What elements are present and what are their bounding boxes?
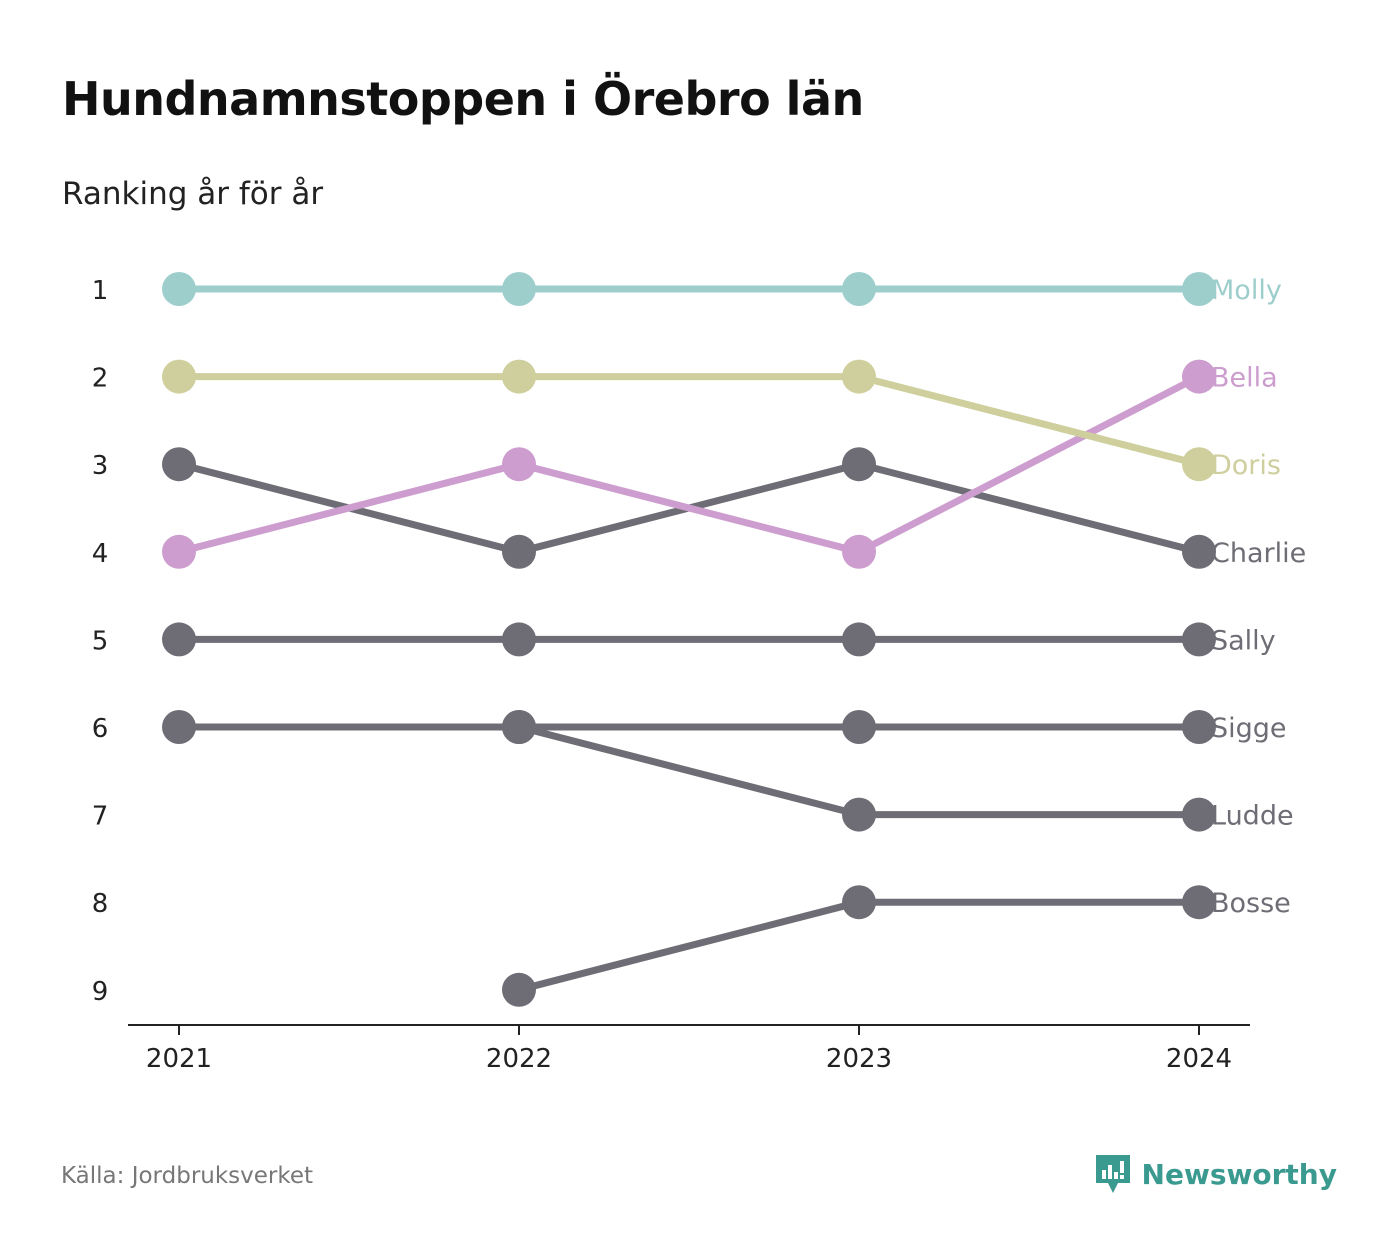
series-line-bella	[175, 373, 1203, 556]
series-ludde: Ludde	[502, 710, 1294, 832]
data-point-charlie	[842, 447, 876, 482]
data-point-charlie	[502, 534, 536, 569]
series-bella: Bella	[162, 359, 1278, 569]
data-point-ludde	[502, 710, 536, 744]
x-tick-label: 2023	[826, 1044, 892, 1074]
data-point-molly	[842, 272, 876, 306]
chart-title: Hundnamnstoppen i Örebro län	[62, 72, 864, 126]
series-label-ludde: Ludde	[1211, 801, 1294, 832]
series-doris: Doris	[162, 359, 1281, 482]
x-tick-label: 2024	[1166, 1044, 1232, 1074]
data-point-doris	[502, 359, 536, 394]
series-label-bella: Bella	[1211, 363, 1278, 394]
data-point-molly	[1182, 272, 1216, 306]
newsworthy-logo-icon	[1095, 1155, 1130, 1193]
data-point-bella	[1182, 359, 1216, 394]
series-bosse: Bosse	[502, 885, 1291, 1007]
data-point-bosse	[842, 885, 876, 920]
data-point-bosse	[502, 972, 536, 1007]
series-label-sally: Sally	[1211, 625, 1276, 656]
series-label-doris: Doris	[1211, 450, 1281, 481]
data-point-bosse	[1182, 885, 1216, 920]
data-point-ludde	[1182, 797, 1216, 832]
y-tick-label: 1	[92, 276, 109, 306]
data-point-bella	[162, 534, 196, 569]
data-point-bella	[842, 534, 876, 569]
x-tick-label: 2021	[146, 1044, 212, 1074]
series-charlie: Charlie	[162, 447, 1306, 569]
data-point-charlie	[1182, 534, 1216, 569]
data-point-doris	[1182, 447, 1216, 482]
y-tick-label: 2	[92, 364, 109, 394]
data-point-sigge	[1182, 710, 1216, 744]
y-tick-label: 6	[92, 714, 109, 744]
series-label-sigge: Sigge	[1211, 713, 1287, 744]
y-tick-label: 5	[92, 626, 109, 656]
chart-subtitle: Ranking år för år	[62, 176, 324, 212]
data-point-bella	[502, 447, 536, 482]
brand-logo[interactable]: Newsworthy	[1094, 1153, 1337, 1195]
data-point-ludde	[842, 797, 876, 832]
y-tick-label: 7	[92, 802, 109, 832]
data-point-sally	[842, 622, 876, 657]
data-point-sally	[162, 622, 196, 657]
data-point-doris	[162, 359, 196, 394]
data-point-sigge	[842, 710, 876, 744]
data-point-sally	[502, 622, 536, 657]
series-line-doris	[175, 373, 1203, 468]
data-point-doris	[842, 359, 876, 394]
series-molly: Molly	[162, 272, 1282, 306]
y-tick-label: 4	[92, 539, 109, 569]
y-tick-label: 8	[92, 889, 109, 919]
data-point-molly	[162, 272, 196, 306]
data-point-charlie	[162, 447, 196, 482]
y-tick-label: 3	[92, 451, 109, 481]
series-sally: Sally	[162, 622, 1276, 657]
data-point-sigge	[162, 710, 196, 744]
y-tick-label: 9	[92, 977, 109, 1007]
series-label-bosse: Bosse	[1211, 888, 1291, 919]
x-tick-label: 2022	[486, 1044, 552, 1074]
source-note: Källa: Jordbruksverket	[61, 1163, 314, 1189]
brand-name: Newsworthy	[1141, 1157, 1337, 1191]
series-label-charlie: Charlie	[1211, 538, 1306, 569]
data-point-molly	[502, 272, 536, 306]
data-point-sally	[1182, 622, 1216, 657]
series-sigge: Sigge	[162, 710, 1287, 744]
series-label-molly: Molly	[1211, 275, 1282, 306]
